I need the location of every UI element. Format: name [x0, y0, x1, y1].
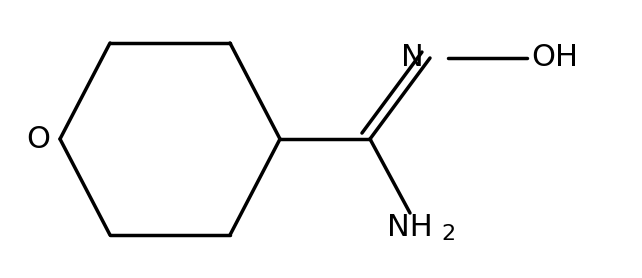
Text: O: O [26, 125, 50, 153]
Text: NH: NH [387, 214, 433, 242]
Text: N: N [401, 43, 423, 73]
Text: OH: OH [532, 43, 578, 73]
Text: 2: 2 [441, 224, 455, 244]
